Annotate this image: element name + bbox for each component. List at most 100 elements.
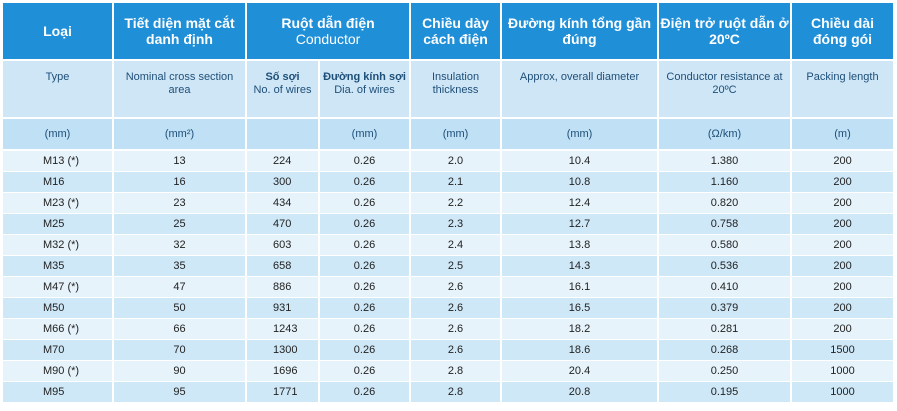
header-row-units: (mm) (mm²) (mm) (mm) (mm) (Ω/km) (m) xyxy=(3,118,894,151)
cell-wires: 1696 xyxy=(245,360,319,382)
subheader-diameter: Approx, overall diameter xyxy=(500,60,659,119)
cell-dia: 0.26 xyxy=(317,213,411,235)
cell-wires: 300 xyxy=(245,171,319,193)
cell-wires: 470 xyxy=(245,213,319,235)
cell-resistance: 0.580 xyxy=(657,234,792,256)
unit-packing: (m) xyxy=(790,118,894,151)
cell-type: M35 xyxy=(3,255,113,277)
cell-insulation: 2.8 xyxy=(409,381,502,403)
cell-type: M25 xyxy=(3,213,113,235)
cell-packing: 1000 xyxy=(790,381,894,403)
cell-insulation: 2.8 xyxy=(409,360,502,382)
cell-insulation: 2.6 xyxy=(409,297,502,319)
header-resistance: Điện trở ruột dẫn ở 20ºC xyxy=(657,3,792,61)
header-row-vietnamese: Loại Tiết diện mặt cắt danh định Ruột dẫ… xyxy=(3,3,894,61)
cell-packing: 1500 xyxy=(790,339,894,361)
cell-type: M90 (*) xyxy=(3,360,113,382)
cell-section: 13 xyxy=(112,150,246,172)
cell-packing: 200 xyxy=(790,276,894,298)
cell-resistance: 0.410 xyxy=(657,276,792,298)
table-row: M95 95 1771 0.26 2.8 20.8 0.195 1000 xyxy=(3,381,894,403)
unit-resistance: (Ω/km) xyxy=(657,118,792,151)
cell-wires: 886 xyxy=(245,276,319,298)
cell-dia: 0.26 xyxy=(317,171,411,193)
cell-resistance: 0.536 xyxy=(657,255,792,277)
subheader-wires-en: No. of wires xyxy=(253,84,312,96)
cell-section: 32 xyxy=(112,234,246,256)
cell-packing: 200 xyxy=(790,171,894,193)
header-type: Loại xyxy=(3,3,113,61)
cell-resistance: 0.250 xyxy=(657,360,792,382)
header-conductor-vn: Ruột dẫn điện xyxy=(281,15,375,31)
header-row-english: Type Nominal cross section area Số sợi N… xyxy=(3,60,894,119)
header-conductor: Ruột dẫn điện Conductor xyxy=(244,3,411,61)
cell-dia: 0.26 xyxy=(317,276,411,298)
cell-insulation: 2.0 xyxy=(409,150,502,172)
cell-resistance: 0.758 xyxy=(657,213,792,235)
cell-packing: 200 xyxy=(790,297,894,319)
cell-diameter: 14.3 xyxy=(500,255,659,277)
unit-wires xyxy=(245,118,319,151)
cell-wires: 1300 xyxy=(245,339,319,361)
header-diameter: Đường kính tổng gần đúng xyxy=(500,3,659,61)
subheader-type: Type xyxy=(3,60,113,119)
cell-diameter: 10.8 xyxy=(500,171,659,193)
header-section: Tiết diện mặt cắt danh định xyxy=(112,3,246,61)
cell-resistance: 0.379 xyxy=(657,297,792,319)
table-row: M47 (*) 47 886 0.26 2.6 16.1 0.410 200 xyxy=(3,276,894,298)
cell-section: 25 xyxy=(112,213,246,235)
cell-wires: 931 xyxy=(245,297,319,319)
cell-packing: 200 xyxy=(790,213,894,235)
cell-section: 95 xyxy=(112,381,246,403)
cell-type: M47 (*) xyxy=(3,276,113,298)
table-row: M66 (*) 66 1243 0.26 2.6 18.2 0.281 200 xyxy=(3,318,894,340)
unit-insulation: (mm) xyxy=(409,118,502,151)
table-row: M50 50 931 0.26 2.6 16.5 0.379 200 xyxy=(3,297,894,319)
cell-insulation: 2.6 xyxy=(409,339,502,361)
cell-type: M95 xyxy=(3,381,113,403)
cell-packing: 200 xyxy=(790,192,894,214)
cell-type: M23 (*) xyxy=(3,192,113,214)
unit-dia: (mm) xyxy=(317,118,411,151)
cell-dia: 0.26 xyxy=(317,150,411,172)
cell-dia: 0.26 xyxy=(317,234,411,256)
subheader-dia-vn: Đường kính sợi xyxy=(323,71,406,83)
cell-wires: 434 xyxy=(245,192,319,214)
cell-section: 35 xyxy=(112,255,246,277)
table-row: M35 35 658 0.26 2.5 14.3 0.536 200 xyxy=(3,255,894,277)
cell-dia: 0.26 xyxy=(317,318,411,340)
table-row: M16 16 300 0.26 2.1 10.8 1.160 200 xyxy=(3,171,894,193)
cell-insulation: 2.4 xyxy=(409,234,502,256)
cell-dia: 0.26 xyxy=(317,339,411,361)
cell-packing: 200 xyxy=(790,234,894,256)
cell-section: 47 xyxy=(112,276,246,298)
cell-wires: 603 xyxy=(245,234,319,256)
cell-section: 16 xyxy=(112,171,246,193)
unit-section: (mm²) xyxy=(112,118,246,151)
table-row: M13 (*) 13 224 0.26 2.0 10.4 1.380 200 xyxy=(3,150,894,172)
table-row: M25 25 470 0.26 2.3 12.7 0.758 200 xyxy=(3,213,894,235)
cell-section: 66 xyxy=(112,318,246,340)
header-conductor-en: Conductor xyxy=(295,31,361,47)
subheader-dia-en: Dia. of wires xyxy=(334,84,395,96)
cell-dia: 0.26 xyxy=(317,255,411,277)
cell-type: M16 xyxy=(3,171,113,193)
cell-resistance: 0.820 xyxy=(657,192,792,214)
cell-dia: 0.26 xyxy=(317,297,411,319)
cell-diameter: 16.1 xyxy=(500,276,659,298)
table-row: M70 70 1300 0.26 2.6 18.6 0.268 1500 xyxy=(3,339,894,361)
cell-diameter: 18.2 xyxy=(500,318,659,340)
cell-packing: 1000 xyxy=(790,360,894,382)
subheader-wires: Số sợi No. of wires xyxy=(245,60,319,119)
cell-diameter: 13.8 xyxy=(500,234,659,256)
cell-resistance: 1.380 xyxy=(657,150,792,172)
cell-type: M13 (*) xyxy=(3,150,113,172)
cell-resistance: 0.281 xyxy=(657,318,792,340)
cell-packing: 200 xyxy=(790,150,894,172)
cell-packing: 200 xyxy=(790,255,894,277)
cell-insulation: 2.6 xyxy=(409,318,502,340)
unit-diameter: (mm) xyxy=(500,118,659,151)
cell-insulation: 2.6 xyxy=(409,276,502,298)
cell-packing: 200 xyxy=(790,318,894,340)
table-row: M90 (*) 90 1696 0.26 2.8 20.4 0.250 1000 xyxy=(3,360,894,382)
